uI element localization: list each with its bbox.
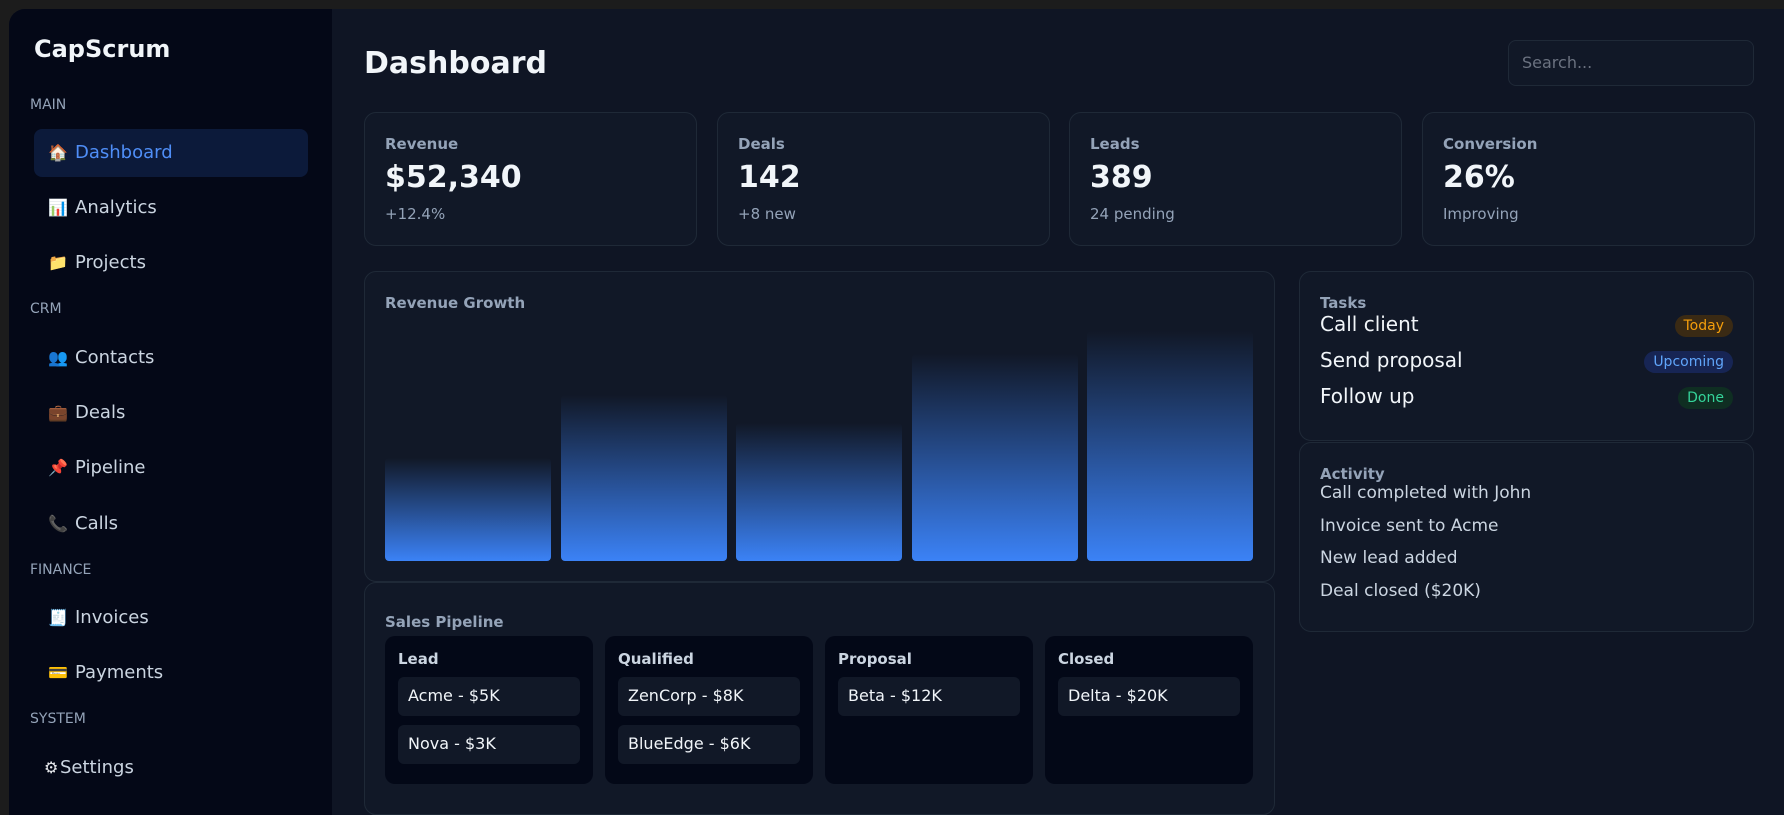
stat-label: Deals xyxy=(738,135,785,153)
activity-item: New lead added xyxy=(1320,548,1458,568)
task-label[interactable]: Follow up xyxy=(1320,384,1415,408)
nav-icon: 📊 xyxy=(48,198,68,217)
pipeline-column: Qualified ZenCorp - $8K BlueEdge - $6K xyxy=(605,636,813,784)
pipeline-column: Closed Delta - $20K xyxy=(1045,636,1253,784)
nav-item[interactable]: 👥 Contacts xyxy=(34,334,308,382)
nav-item[interactable]: 📁 Projects xyxy=(34,239,308,287)
nav-item[interactable]: ⚙ Settings xyxy=(34,744,308,792)
chart-card: Revenue Growth xyxy=(364,271,1275,582)
pipeline-column: Proposal Beta - $12K xyxy=(825,636,1033,784)
nav-icon: 🏠 xyxy=(48,143,68,162)
stat-value: 26% xyxy=(1443,160,1515,195)
nav-item[interactable]: 💳 Payments xyxy=(34,649,308,697)
pipeline-card: Sales Pipeline Lead Acme - $5K Nova - $3K Qu… xyxy=(364,582,1275,815)
task-badge: Upcoming xyxy=(1644,351,1733,373)
task-badge: Done xyxy=(1678,387,1733,409)
stat-value: 142 xyxy=(738,160,801,195)
activity-title: Activity xyxy=(1320,465,1385,483)
nav-item[interactable]: 📊 Analytics xyxy=(34,184,308,232)
stat-label: Revenue xyxy=(385,135,459,153)
nav-label: Pipeline xyxy=(75,457,146,478)
nav-icon: 📌 xyxy=(48,458,68,477)
nav-label: Analytics xyxy=(75,197,157,218)
stat-card: Revenue $52,340 +12.4% xyxy=(364,112,697,246)
nav-icon: 🧾 xyxy=(48,608,68,627)
deal-card[interactable]: BlueEdge - $6K xyxy=(618,725,800,764)
task-label[interactable]: Call client xyxy=(1320,312,1419,336)
activity-item: Call completed with John xyxy=(1320,483,1532,503)
activity-card: Activity Call completed with John Invoice … xyxy=(1299,442,1754,632)
nav-icon: 📞 xyxy=(48,514,68,533)
stat-note: +12.4% xyxy=(385,205,446,223)
deal-card[interactable]: ZenCorp - $8K xyxy=(618,677,800,716)
section-label: MAIN xyxy=(30,97,67,113)
bar xyxy=(385,457,551,561)
deal-card[interactable]: Nova - $3K xyxy=(398,725,580,764)
bar xyxy=(561,395,727,561)
stat-card: Deals 142 +8 new xyxy=(717,112,1050,246)
column-name: Closed xyxy=(1058,650,1115,668)
nav-item[interactable]: 🏠 Dashboard xyxy=(34,129,308,177)
nav-label: Invoices xyxy=(75,607,149,628)
nav-label: Calls xyxy=(75,513,118,534)
section-label: SYSTEM xyxy=(30,711,86,727)
stat-label: Leads xyxy=(1090,135,1140,153)
nav-icon: 👥 xyxy=(48,348,68,367)
search-box[interactable]: Search... xyxy=(1508,40,1754,86)
task-label[interactable]: Send proposal xyxy=(1320,348,1463,372)
page-title: Dashboard xyxy=(364,46,547,81)
section-label: CRM xyxy=(30,301,62,317)
column-name: Qualified xyxy=(618,650,694,668)
task-badge: Today xyxy=(1674,315,1733,337)
nav-icon: 📁 xyxy=(48,253,68,272)
column-name: Proposal xyxy=(838,650,912,668)
activity-item: Deal closed ($20K) xyxy=(1320,580,1481,601)
pipeline-title: Sales Pipeline xyxy=(385,613,504,631)
stat-value: $52,340 xyxy=(385,160,522,195)
stat-note: Improving xyxy=(1443,205,1519,223)
nav-label: Payments xyxy=(75,662,164,683)
stat-note: 24 pending xyxy=(1090,205,1175,223)
nav-item[interactable]: 📌 Pipeline xyxy=(34,444,308,492)
tasks-title: Tasks xyxy=(1320,294,1367,312)
tasks-card: Tasks Call client Today Send proposal Upcomi… xyxy=(1299,271,1754,441)
stat-label: Conversion xyxy=(1443,135,1538,153)
nav-item[interactable]: 💼 Deals xyxy=(34,389,308,437)
nav-icon: 💳 xyxy=(48,663,68,682)
stat-card: Leads 389 24 pending xyxy=(1069,112,1402,246)
nav-item[interactable]: 🧾 Invoices xyxy=(34,594,308,642)
activity-item: Invoice sent to Acme xyxy=(1320,515,1499,536)
nav-label: Dashboard xyxy=(75,142,173,163)
chart-title: Revenue Growth xyxy=(385,294,526,312)
stat-note: +8 new xyxy=(738,205,796,223)
deal-card[interactable]: Beta - $12K xyxy=(838,677,1020,716)
pipeline-column: Lead Acme - $5K Nova - $3K xyxy=(385,636,593,784)
app: CapScrum MAIN 🏠 Dashboard 📊 Analytics 📁 Projec… xyxy=(9,9,1784,815)
bar xyxy=(912,354,1078,561)
stat-value: 389 xyxy=(1090,160,1153,195)
nav-icon: ⚙ xyxy=(44,758,59,777)
brand: CapScrum xyxy=(34,35,171,63)
nav-label: Settings xyxy=(60,757,134,778)
bar xyxy=(1087,331,1253,561)
bar xyxy=(736,423,902,561)
column-name: Lead xyxy=(398,650,439,668)
deal-card[interactable]: Acme - $5K xyxy=(398,677,580,716)
nav-label: Deals xyxy=(75,402,126,423)
nav-label: Contacts xyxy=(75,347,155,368)
deal-card[interactable]: Delta - $20K xyxy=(1058,677,1240,716)
stat-card: Conversion 26% Improving xyxy=(1422,112,1755,246)
sidebar: CapScrum MAIN 🏠 Dashboard 📊 Analytics 📁 Projec… xyxy=(9,9,332,815)
section-label: FINANCE xyxy=(30,562,92,578)
nav-label: Projects xyxy=(75,252,146,273)
nav-icon: 💼 xyxy=(48,403,68,422)
nav-item[interactable]: 📞 Calls xyxy=(34,500,308,548)
